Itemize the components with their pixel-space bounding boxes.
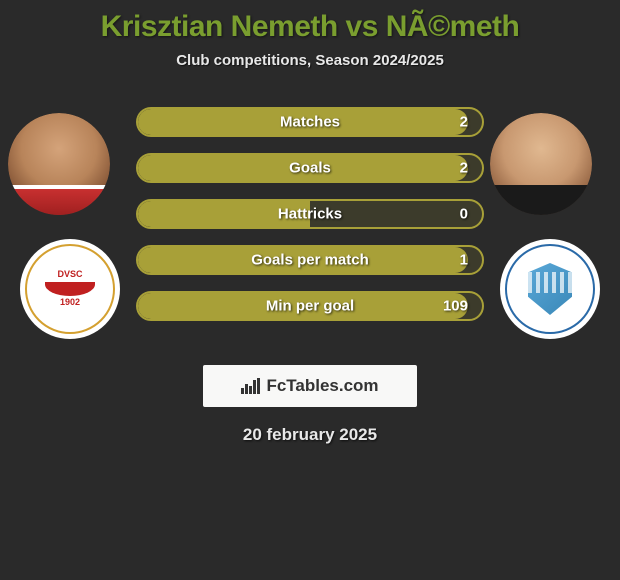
brand-box: FcTables.com <box>203 365 417 407</box>
dvsc-badge-text: DVSC 1902 <box>45 270 95 308</box>
comparison-card: Krisztian Nemeth vs NÃ©meth Club competi… <box>0 0 620 445</box>
player-left-avatar <box>8 113 110 215</box>
stat-value: 2 <box>460 114 468 131</box>
club-right-badge <box>500 239 600 339</box>
subtitle: Club competitions, Season 2024/2025 <box>0 52 620 69</box>
stat-value: 2 <box>460 160 468 177</box>
stat-label: Min per goal <box>266 298 354 315</box>
player-right-avatar <box>490 113 592 215</box>
stat-row: Matches 2 <box>136 107 484 137</box>
stat-label: Goals <box>289 160 331 177</box>
player-face-icon <box>8 113 110 215</box>
stats-section: DVSC 1902 Matches 2 Goals 2 Hattricks 0 Goals … <box>0 99 620 359</box>
dvsc-badge-icon: DVSC 1902 <box>20 239 120 339</box>
bar-chart-icon <box>241 378 260 394</box>
date-text: 20 february 2025 <box>0 425 620 445</box>
club-code: DVSC <box>45 270 95 280</box>
stat-row: Goals per match 1 <box>136 245 484 275</box>
stat-label: Matches <box>280 114 340 131</box>
club-left-badge: DVSC 1902 <box>20 239 120 339</box>
page-title: Krisztian Nemeth vs NÃ©meth <box>0 10 620 44</box>
dvsc-wing-icon <box>45 282 95 296</box>
stat-row: Min per goal 109 <box>136 291 484 321</box>
stat-row: Hattricks 0 <box>136 199 484 229</box>
stat-label: Goals per match <box>251 252 369 269</box>
stats-bars: Matches 2 Goals 2 Hattricks 0 Goals per match 1… <box>136 107 484 337</box>
stat-value: 109 <box>443 298 468 315</box>
stat-value: 1 <box>460 252 468 269</box>
player-shirt-icon <box>490 185 592 215</box>
player-shirt-icon <box>8 185 110 215</box>
stat-value: 0 <box>460 206 468 223</box>
mtk-shield-icon <box>528 263 572 315</box>
club-year: 1902 <box>45 298 95 308</box>
stat-label: Hattricks <box>278 206 342 223</box>
stat-row: Goals 2 <box>136 153 484 183</box>
mtk-badge-icon <box>500 239 600 339</box>
player-face-icon <box>490 113 592 215</box>
brand-text: FcTables.com <box>266 376 378 396</box>
